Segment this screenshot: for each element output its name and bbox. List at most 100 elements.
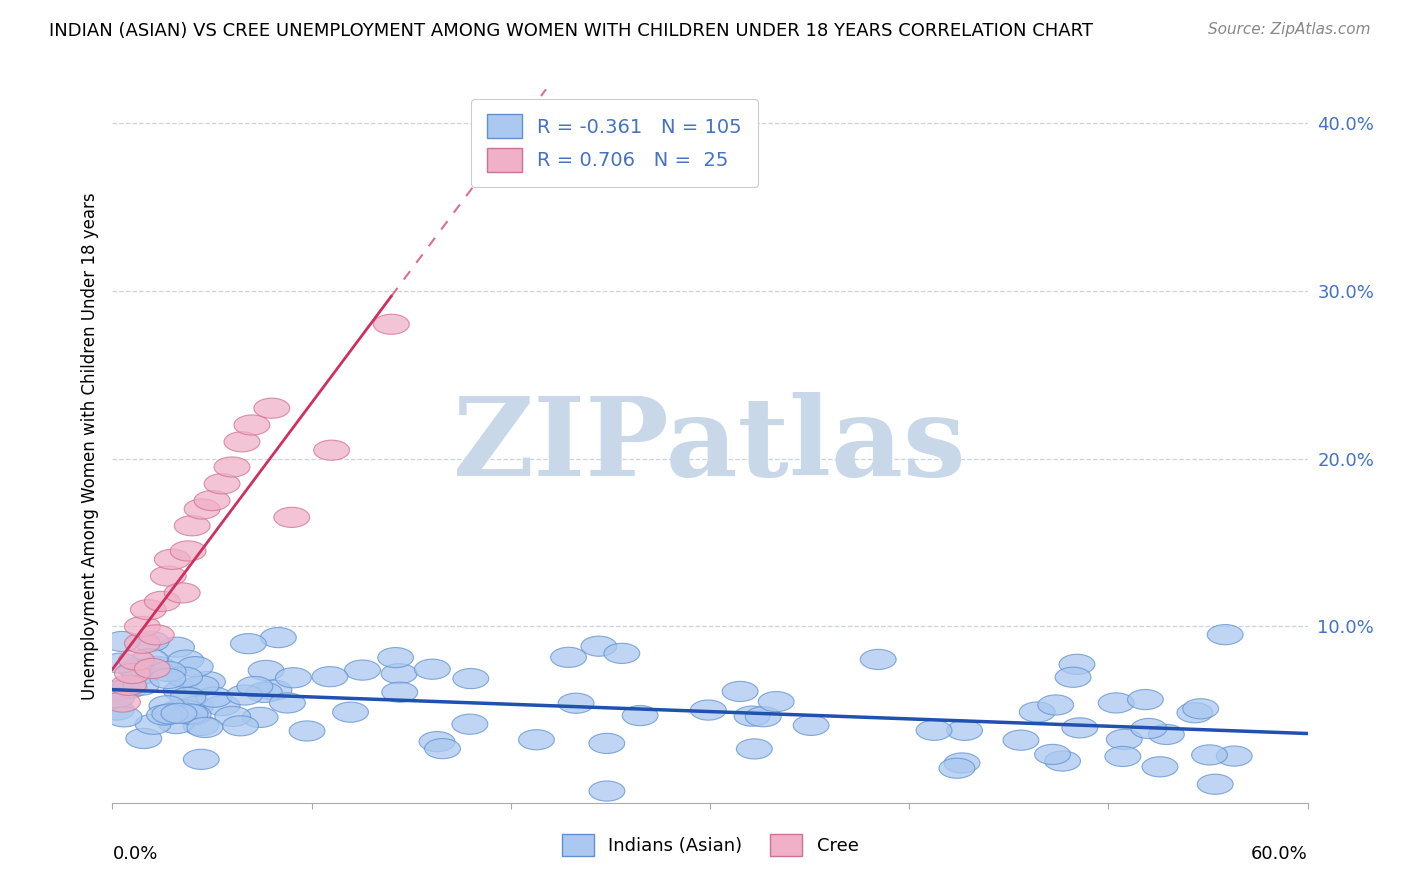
Ellipse shape xyxy=(1198,774,1233,794)
Ellipse shape xyxy=(1098,693,1135,713)
Ellipse shape xyxy=(187,717,222,738)
Ellipse shape xyxy=(758,691,794,712)
Ellipse shape xyxy=(183,715,219,736)
Ellipse shape xyxy=(551,648,586,667)
Ellipse shape xyxy=(118,650,155,670)
Ellipse shape xyxy=(1035,744,1070,764)
Ellipse shape xyxy=(183,676,219,696)
Ellipse shape xyxy=(1045,751,1080,771)
Ellipse shape xyxy=(745,706,782,727)
Ellipse shape xyxy=(690,700,727,720)
Ellipse shape xyxy=(312,666,347,687)
Ellipse shape xyxy=(174,516,209,536)
Ellipse shape xyxy=(374,314,409,334)
Ellipse shape xyxy=(131,599,166,620)
Text: 0.0%: 0.0% xyxy=(112,845,157,863)
Ellipse shape xyxy=(204,696,240,715)
Ellipse shape xyxy=(204,474,240,494)
Ellipse shape xyxy=(176,705,211,725)
Ellipse shape xyxy=(103,653,139,673)
Ellipse shape xyxy=(231,633,266,654)
Ellipse shape xyxy=(274,508,309,527)
Ellipse shape xyxy=(453,668,489,689)
Ellipse shape xyxy=(155,549,190,569)
Ellipse shape xyxy=(1038,695,1074,715)
Ellipse shape xyxy=(224,432,260,452)
Ellipse shape xyxy=(150,661,186,681)
Ellipse shape xyxy=(1216,746,1253,766)
Ellipse shape xyxy=(419,731,456,752)
Ellipse shape xyxy=(917,720,952,740)
Ellipse shape xyxy=(256,680,292,700)
Ellipse shape xyxy=(163,681,200,701)
Ellipse shape xyxy=(125,633,160,653)
Ellipse shape xyxy=(98,688,135,708)
Ellipse shape xyxy=(270,693,305,713)
Ellipse shape xyxy=(1208,624,1243,645)
Ellipse shape xyxy=(1059,654,1095,674)
Ellipse shape xyxy=(860,649,896,670)
Ellipse shape xyxy=(249,660,284,681)
Ellipse shape xyxy=(170,688,205,707)
Ellipse shape xyxy=(152,704,188,724)
Text: 60.0%: 60.0% xyxy=(1251,845,1308,863)
Ellipse shape xyxy=(939,758,974,779)
Ellipse shape xyxy=(104,632,139,651)
Ellipse shape xyxy=(734,706,770,726)
Ellipse shape xyxy=(589,781,624,801)
Ellipse shape xyxy=(382,682,418,702)
Ellipse shape xyxy=(165,582,200,603)
Ellipse shape xyxy=(170,541,207,561)
Ellipse shape xyxy=(118,659,155,680)
Ellipse shape xyxy=(98,700,135,720)
Ellipse shape xyxy=(737,739,772,759)
Ellipse shape xyxy=(378,648,413,668)
Ellipse shape xyxy=(425,739,460,759)
Ellipse shape xyxy=(135,658,170,679)
Ellipse shape xyxy=(162,703,197,723)
Y-axis label: Unemployment Among Women with Children Under 18 years: Unemployment Among Women with Children U… xyxy=(80,192,98,700)
Ellipse shape xyxy=(124,675,159,695)
Ellipse shape xyxy=(125,729,162,748)
Ellipse shape xyxy=(1149,724,1184,745)
Ellipse shape xyxy=(122,665,157,685)
Ellipse shape xyxy=(1192,745,1227,765)
Ellipse shape xyxy=(589,733,624,754)
Text: INDIAN (ASIAN) VS CREE UNEMPLOYMENT AMONG WOMEN WITH CHILDREN UNDER 18 YEARS COR: INDIAN (ASIAN) VS CREE UNEMPLOYMENT AMON… xyxy=(49,22,1094,40)
Legend: Indians (Asian), Cree: Indians (Asian), Cree xyxy=(553,825,868,865)
Ellipse shape xyxy=(1142,756,1178,777)
Ellipse shape xyxy=(623,706,658,726)
Ellipse shape xyxy=(105,706,142,727)
Ellipse shape xyxy=(242,707,278,728)
Ellipse shape xyxy=(233,415,270,435)
Ellipse shape xyxy=(166,699,202,720)
Ellipse shape xyxy=(159,637,194,657)
Ellipse shape xyxy=(167,650,204,670)
Ellipse shape xyxy=(381,664,418,684)
Ellipse shape xyxy=(451,714,488,734)
Ellipse shape xyxy=(314,440,350,460)
Ellipse shape xyxy=(190,672,225,691)
Ellipse shape xyxy=(1105,747,1140,766)
Ellipse shape xyxy=(111,678,148,698)
Ellipse shape xyxy=(139,657,176,676)
Ellipse shape xyxy=(172,704,208,724)
Ellipse shape xyxy=(114,664,150,683)
Ellipse shape xyxy=(519,730,554,750)
Ellipse shape xyxy=(146,705,183,725)
Ellipse shape xyxy=(1019,702,1054,722)
Ellipse shape xyxy=(1002,731,1039,750)
Ellipse shape xyxy=(290,721,325,741)
Ellipse shape xyxy=(1107,730,1142,749)
Ellipse shape xyxy=(197,687,232,707)
Ellipse shape xyxy=(215,706,250,726)
Ellipse shape xyxy=(344,660,381,681)
Ellipse shape xyxy=(246,682,283,703)
Ellipse shape xyxy=(125,616,160,637)
Ellipse shape xyxy=(254,398,290,418)
Ellipse shape xyxy=(134,632,169,651)
Ellipse shape xyxy=(132,648,167,669)
Ellipse shape xyxy=(723,681,758,701)
Ellipse shape xyxy=(159,714,194,733)
Ellipse shape xyxy=(558,693,593,714)
